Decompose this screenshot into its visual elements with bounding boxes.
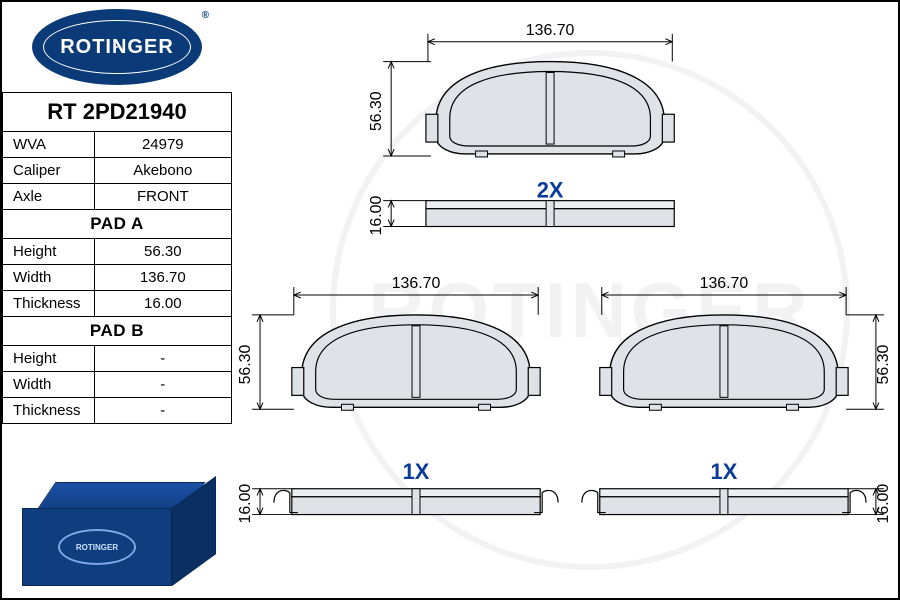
spec-sheet: ROTINGER ROTINGER ® RT 2PD21940 WVA24979… bbox=[0, 0, 900, 600]
dim-bl-thick: 16.00 bbox=[237, 484, 254, 524]
dim-top-height: 56.30 bbox=[368, 91, 385, 131]
wva-value: 24979 bbox=[94, 132, 231, 158]
padA-thick-value: 16.00 bbox=[94, 291, 231, 317]
padA-height-value: 56.30 bbox=[94, 239, 231, 265]
axle-value: FRONT bbox=[94, 184, 231, 210]
dim-top-width: 136.70 bbox=[526, 22, 575, 39]
padB-width-value: - bbox=[94, 372, 231, 398]
dim-bl-height: 56.30 bbox=[237, 345, 254, 385]
caliper-label: Caliper bbox=[3, 158, 95, 184]
padB-thick-label: Thickness bbox=[3, 398, 95, 424]
dim-br-height: 56.30 bbox=[875, 345, 892, 385]
padB-title: PAD B bbox=[3, 317, 232, 346]
padA-height-label: Height bbox=[3, 239, 95, 265]
qty-br: 1X bbox=[711, 459, 738, 484]
dim-top-thick: 16.00 bbox=[368, 196, 385, 236]
left-column: ROTINGER ® RT 2PD21940 WVA24979 CaliperA… bbox=[2, 2, 232, 598]
product-box: ROTINGER bbox=[2, 424, 232, 598]
padB-height-value: - bbox=[94, 346, 231, 372]
dim-br-thick: 16.00 bbox=[875, 484, 892, 524]
padA-title: PAD A bbox=[3, 210, 232, 239]
dim-bl-width: 136.70 bbox=[392, 275, 441, 292]
dim-br-width: 136.70 bbox=[700, 275, 749, 292]
registered-icon: ® bbox=[202, 10, 210, 21]
box-logo-icon: ROTINGER bbox=[58, 529, 136, 565]
wva-label: WVA bbox=[3, 132, 95, 158]
axle-label: Axle bbox=[3, 184, 95, 210]
padB-height-label: Height bbox=[3, 346, 95, 372]
caliper-value: Akebono bbox=[94, 158, 231, 184]
brand-name: ROTINGER bbox=[60, 36, 174, 59]
qty-bl: 1X bbox=[403, 459, 430, 484]
spec-table: RT 2PD21940 WVA24979 CaliperAkebono Axle… bbox=[2, 92, 232, 424]
padA-width-value: 136.70 bbox=[94, 265, 231, 291]
padB-width-label: Width bbox=[3, 372, 95, 398]
technical-drawing: 136.70 56.30 16.00 2X 136.70 56.30 16.00… bbox=[232, 2, 898, 598]
padA-thick-label: Thickness bbox=[3, 291, 95, 317]
brand-logo: ROTINGER ® bbox=[2, 2, 232, 92]
part-number: RT 2PD21940 bbox=[3, 93, 232, 132]
qty-top: 2X bbox=[537, 178, 564, 203]
padA-width-label: Width bbox=[3, 265, 95, 291]
padB-thick-value: - bbox=[94, 398, 231, 424]
